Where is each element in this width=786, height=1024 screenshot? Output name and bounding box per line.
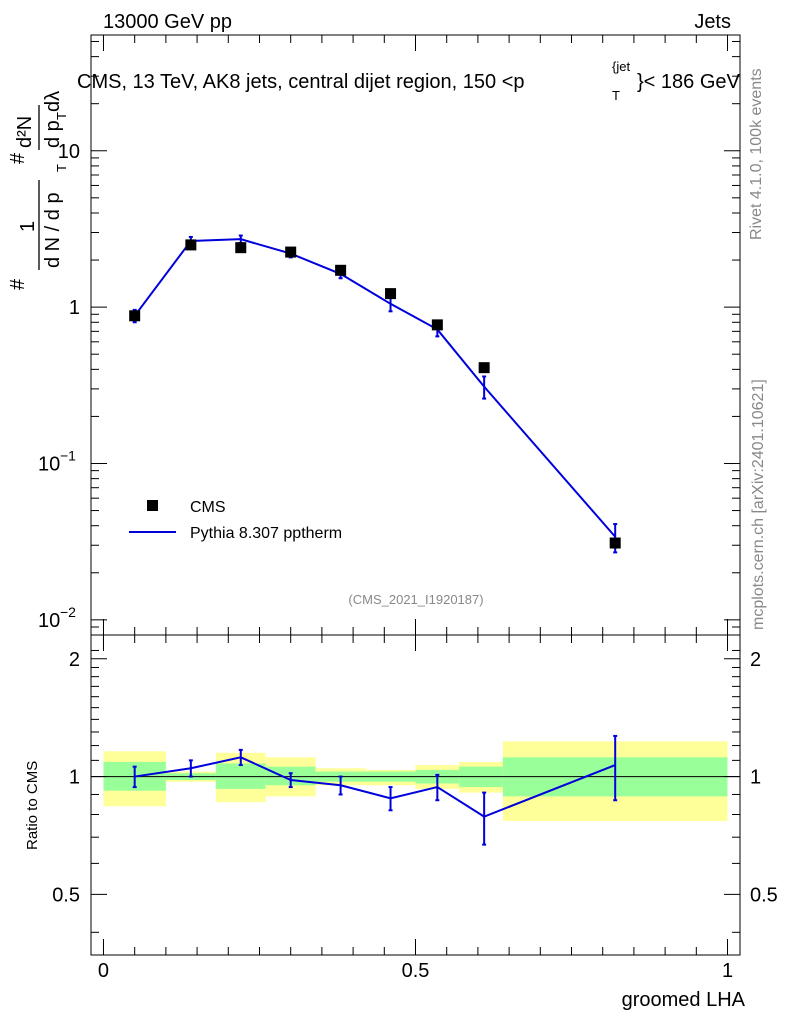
title-text: CMS, 13 TeV, AK8 jets, central dijet reg… [77,71,525,93]
ylabel-hash-2: # [7,152,29,164]
ylabel-hash-1: # [7,278,29,290]
main-ticks [91,35,740,636]
data-points [129,239,621,549]
cms-data-point [385,288,397,300]
mc-line [133,238,616,538]
mcplots-source-label: mcplots.cern.ch [arXiv:2401.10621] [750,379,767,630]
cms-data-point [478,362,490,374]
cms-data-point [235,242,247,254]
cms-data-point [285,246,297,258]
cms-data-point [431,319,443,331]
ratio-y-tick-label: 0.5 [52,884,80,906]
main-y-tick-label: 10 [38,610,60,632]
main-frame [90,34,741,636]
main-y-tick-label: 1 [69,297,80,319]
main-y-tick-exponent: −2 [60,604,76,620]
title-superscript: {jet [612,59,630,74]
title-end: }< 186 GeV [637,71,741,93]
ratio-y-axis-label: Ratio to CMS [24,761,41,850]
ratio-ticks [91,635,740,955]
cms-data-point [335,264,347,276]
analysis-watermark: (CMS_2021_I1920187) [348,592,483,607]
ylabel-sub-2: T [54,112,69,120]
ylabel-sub-1: T [54,164,69,172]
legend-pythia-label: Pythia 8.307 pptherm [190,525,342,542]
uncertainty-bands [103,741,728,821]
ylabel-num1: 1 [17,221,39,232]
x-axis-label: groomed LHA [622,989,746,1011]
cms-data-point [129,310,141,322]
y-axis-label: # 1 d N / d p T # d²N d p T dλ [7,91,69,290]
x-tick-labels: 0 0.5 1 [98,960,733,982]
x-tick-label: 0 [98,960,109,982]
legend-cms-label: CMS [190,499,226,516]
title-subscript: T [612,88,620,103]
rivet-version-label: Rivet 4.1.0, 100k events [748,68,765,240]
x-tick-label: 1 [722,960,733,982]
x-tick-label: 0.5 [402,960,430,982]
ratio-y-tick-labels: 0.5 0.5 1 1 2 2 [52,649,778,907]
ylabel-num2: d²N [14,116,36,148]
legend-cms-marker [147,500,158,511]
ratio-y-tick-label: 2 [69,649,80,671]
main-y-tick-label: 10 [38,453,60,475]
energy-label: 13000 GeV pp [103,11,232,33]
cms-data-point [609,537,621,549]
category-label: Jets [694,11,731,33]
cms-data-point [185,239,197,251]
ratio-y-tick-label: 1 [69,767,80,789]
ratio-y-tick-label-right: 0.5 [750,884,778,906]
legend: CMS Pythia 8.307 pptherm [129,499,342,542]
main-y-tick-label: 10 [58,141,80,163]
ratio-panel: 0.5 0.51 12 2 0 0.5 1 Ratio to CMS groomed LH… [24,634,778,1011]
plot-title: CMS, 13 TeV, AK8 jets, central dijet reg… [77,59,741,103]
ratio-y-tick-label-right: 2 [750,649,761,671]
ylabel-den2: d p [42,120,64,148]
ratio-curve [132,734,618,846]
ylabel-tail: dλ [42,91,64,112]
ratio-y-tick-label-right: 1 [750,767,761,789]
ylabel-den1: d N / d p [42,192,64,268]
main-y-tick-exponent: −1 [60,447,76,463]
